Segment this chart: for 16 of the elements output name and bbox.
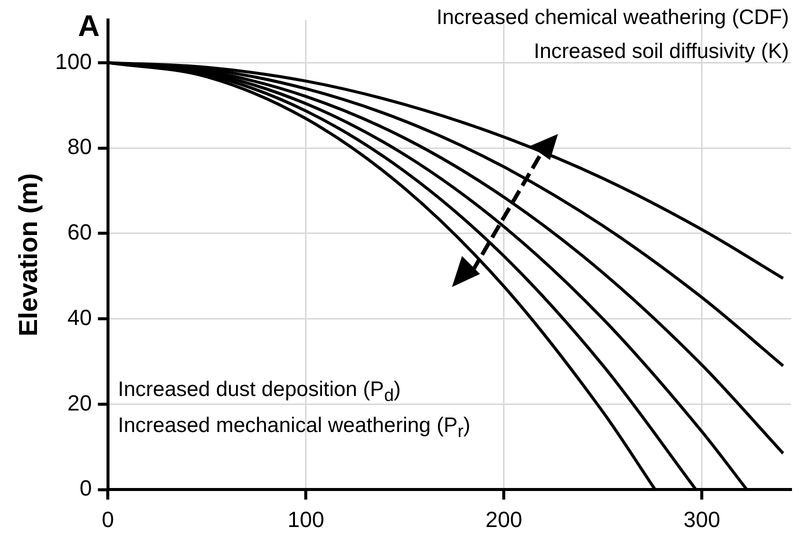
y-tick-label: 60 bbox=[67, 220, 92, 245]
annotation: Increased chemical weathering (CDF) bbox=[436, 6, 789, 30]
x-tick-label: 200 bbox=[486, 506, 522, 532]
annotation: Increased mechanical weathering (P$_{r}$) bbox=[118, 414, 470, 443]
x-tick-label: 100 bbox=[288, 506, 324, 532]
y-tick-label: 80 bbox=[67, 134, 92, 160]
chart-title: A bbox=[78, 10, 100, 44]
annotation: Increased soil diffusivity (K) bbox=[534, 40, 789, 64]
y-tick-label: 100 bbox=[55, 48, 92, 74]
y-tick-label: 20 bbox=[67, 390, 92, 416]
y-tick-label: 0 bbox=[80, 476, 92, 501]
annotation: Increased dust deposition (P$_{d}$) bbox=[118, 378, 401, 407]
y-tick-label: 40 bbox=[67, 304, 92, 330]
x-tick-label: 300 bbox=[684, 506, 720, 532]
y-axis-title: Elevation (m) bbox=[12, 173, 43, 336]
x-tick-label: 0 bbox=[102, 506, 114, 532]
